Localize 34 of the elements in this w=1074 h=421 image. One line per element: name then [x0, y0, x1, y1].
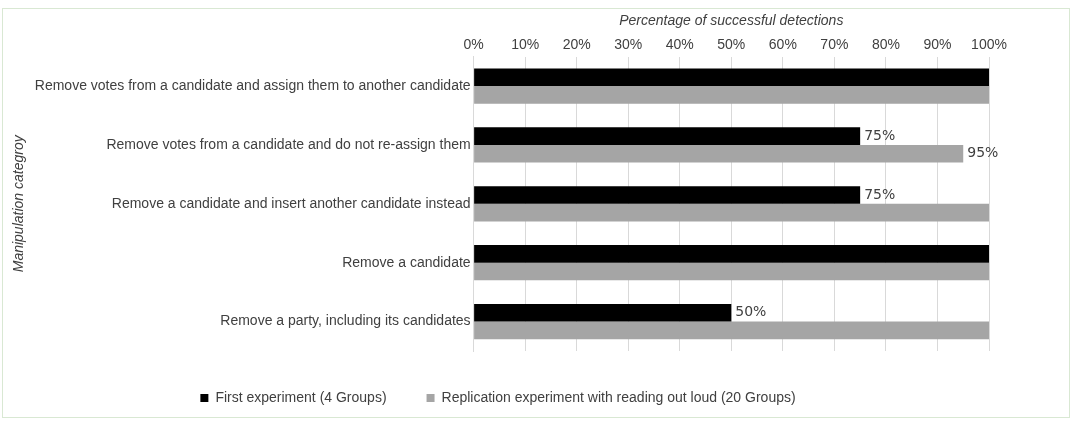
- bar: [474, 203, 989, 222]
- x-tick-label: 80%: [871, 36, 900, 53]
- bar: [474, 186, 861, 204]
- bar: [474, 262, 989, 281]
- bar: [474, 86, 989, 104]
- data-label: 95%: [967, 144, 999, 161]
- bar: [474, 303, 732, 322]
- y-tick-label: Remove a party, including its candidates: [220, 312, 471, 329]
- data-label: 75%: [864, 126, 896, 143]
- data-label: 50%: [735, 303, 767, 320]
- x-tick-label: 50%: [717, 36, 746, 53]
- bar: [474, 144, 964, 163]
- y-tick-label: Remove a candidate: [342, 253, 471, 270]
- x-tick-label: 0%: [463, 36, 484, 53]
- bar: [474, 68, 989, 87]
- y-tick-label: Remove a candidate and insert another candidate instead: [111, 194, 471, 211]
- x-tick-label: 90%: [923, 36, 952, 53]
- data-label: 75%: [864, 185, 896, 202]
- y-axis-title: Manipulation categroy: [10, 134, 27, 273]
- legend-label: Replication experiment with reading out loud (20 Groups): [441, 388, 796, 405]
- x-tick-label: 70%: [820, 36, 849, 53]
- bar: [474, 127, 861, 145]
- x-axis-title: Percentage of successful detections: [619, 12, 844, 29]
- x-tick-label: 30%: [614, 36, 643, 53]
- x-tick-label: 20%: [562, 36, 591, 53]
- legend-label: First experiment (4 Groups): [215, 388, 387, 405]
- y-tick-label: Remove votes from a candidate and assign them to another candidate: [34, 76, 471, 93]
- bar: [474, 245, 989, 263]
- x-tick-label: 40%: [665, 36, 694, 53]
- x-tick-label: 60%: [768, 36, 797, 53]
- x-tick-label: 10%: [511, 36, 540, 53]
- y-tick-label: Remove votes from a candidate and do not re-assign them: [106, 135, 471, 152]
- bar: [474, 321, 989, 340]
- x-tick-label: 100%: [971, 36, 1007, 53]
